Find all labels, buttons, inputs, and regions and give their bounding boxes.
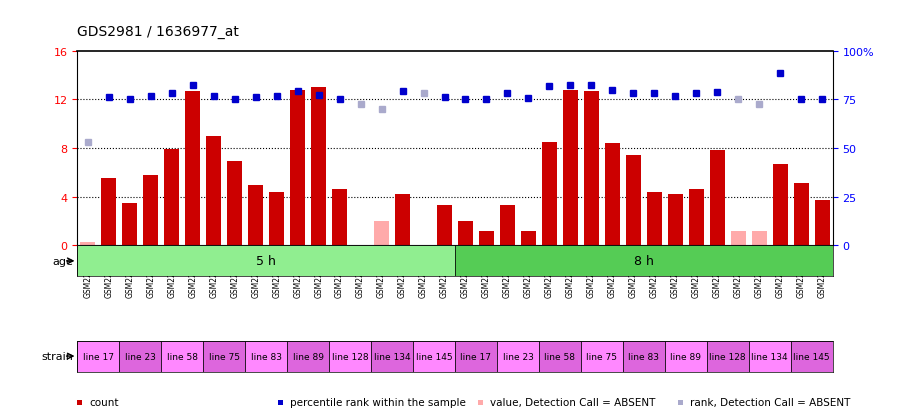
Bar <box>288 341 329 372</box>
Text: line 145: line 145 <box>416 352 452 361</box>
Bar <box>584 92 599 246</box>
Bar <box>245 341 288 372</box>
Bar <box>455 246 833 277</box>
Bar <box>731 231 745 246</box>
Bar <box>647 192 662 246</box>
Text: line 83: line 83 <box>250 352 282 361</box>
Bar <box>161 341 203 372</box>
Text: line 128: line 128 <box>332 352 369 361</box>
Bar <box>311 88 326 246</box>
Bar <box>269 192 284 246</box>
Bar <box>710 151 724 246</box>
Text: value, Detection Call = ABSENT: value, Detection Call = ABSENT <box>490 397 655 407</box>
Text: line 83: line 83 <box>628 352 660 361</box>
Bar <box>80 242 96 246</box>
Text: line 23: line 23 <box>502 352 533 361</box>
Bar <box>413 341 455 372</box>
Bar <box>371 341 413 372</box>
Bar <box>752 231 766 246</box>
Bar <box>290 90 305 246</box>
Bar <box>521 231 536 246</box>
Bar <box>605 144 620 246</box>
Text: line 134: line 134 <box>752 352 788 361</box>
Text: line 75: line 75 <box>586 352 617 361</box>
Text: line 75: line 75 <box>208 352 239 361</box>
Bar <box>539 341 581 372</box>
Bar <box>689 190 703 246</box>
Bar <box>581 341 622 372</box>
Text: line 89: line 89 <box>671 352 702 361</box>
Bar <box>665 341 707 372</box>
Bar <box>329 341 371 372</box>
Bar <box>542 142 557 246</box>
Bar <box>228 162 242 246</box>
Text: percentile rank within the sample: percentile rank within the sample <box>289 397 466 407</box>
Text: line 89: line 89 <box>293 352 324 361</box>
Bar <box>814 201 830 246</box>
Bar <box>374 221 389 246</box>
Bar <box>622 341 665 372</box>
Bar <box>497 341 539 372</box>
Text: line 58: line 58 <box>544 352 575 361</box>
Text: line 17: line 17 <box>83 352 114 361</box>
Bar <box>353 245 368 246</box>
Text: strain: strain <box>41 351 73 361</box>
Bar <box>207 137 221 246</box>
Text: line 23: line 23 <box>125 352 156 361</box>
Bar <box>773 164 787 246</box>
Bar <box>395 195 410 246</box>
Bar <box>123 203 137 246</box>
Text: line 134: line 134 <box>374 352 410 361</box>
Bar <box>203 341 245 372</box>
Text: count: count <box>89 397 119 407</box>
Bar <box>480 231 494 246</box>
Bar <box>458 221 473 246</box>
Bar <box>563 90 578 246</box>
Text: 5 h: 5 h <box>257 255 276 268</box>
Bar <box>77 246 455 277</box>
Text: rank, Detection Call = ABSENT: rank, Detection Call = ABSENT <box>690 397 851 407</box>
Bar <box>707 341 749 372</box>
Bar <box>144 176 158 246</box>
Text: 8 h: 8 h <box>634 255 653 268</box>
Text: line 58: line 58 <box>167 352 197 361</box>
Text: GDS2981 / 1636977_at: GDS2981 / 1636977_at <box>77 25 239 39</box>
Bar <box>455 341 497 372</box>
Bar <box>77 341 119 372</box>
Bar <box>332 190 347 246</box>
Bar <box>794 184 808 246</box>
Text: line 128: line 128 <box>710 352 746 361</box>
Bar <box>437 206 452 246</box>
Bar <box>186 92 200 246</box>
Text: line 145: line 145 <box>794 352 830 361</box>
Bar <box>165 150 179 246</box>
Text: age: age <box>52 256 73 266</box>
Text: line 17: line 17 <box>460 352 491 361</box>
Bar <box>749 341 791 372</box>
Bar <box>791 341 833 372</box>
Bar <box>119 341 161 372</box>
Bar <box>668 195 682 246</box>
Bar <box>102 179 116 246</box>
Bar <box>248 185 263 246</box>
Bar <box>501 206 515 246</box>
Bar <box>416 245 430 246</box>
Bar <box>626 156 641 246</box>
